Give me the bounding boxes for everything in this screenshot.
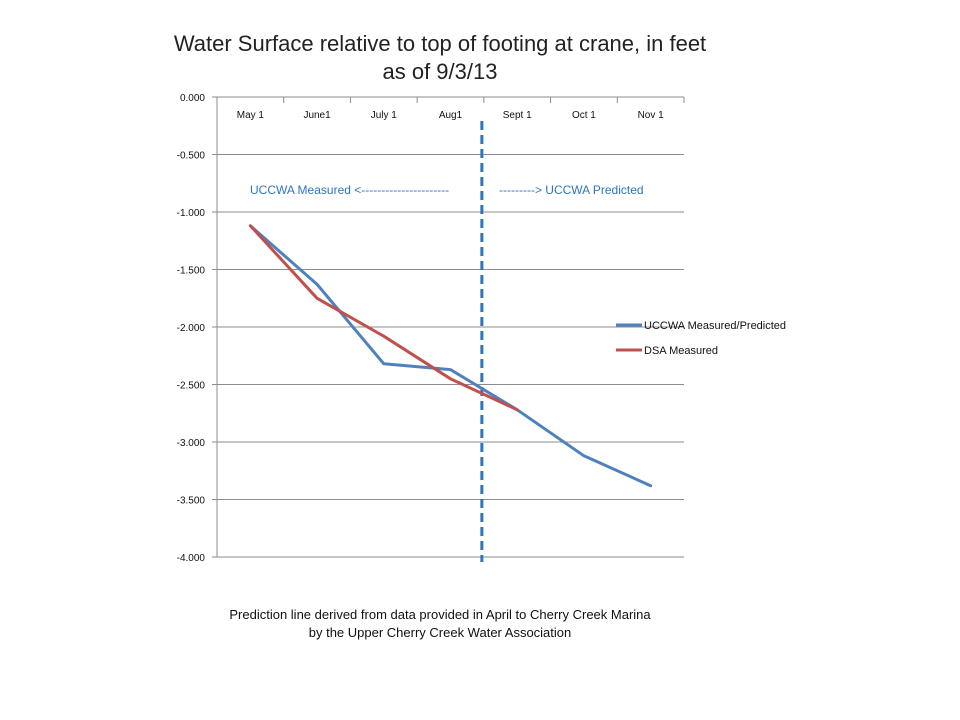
annotation-measured: UCCWA Measured <---------------------- bbox=[250, 183, 449, 197]
x-tick-label: Oct 1 bbox=[572, 110, 596, 121]
series-line-1 bbox=[248, 224, 519, 412]
y-tick-label: -3.000 bbox=[177, 438, 206, 449]
chart-title-line1: Water Surface relative to top of footing… bbox=[173, 31, 707, 56]
y-tick-label: 0.000 bbox=[180, 93, 205, 104]
series-line-0 bbox=[248, 224, 653, 488]
y-tick-label: -4.000 bbox=[177, 553, 206, 564]
chart-title-line2: as of 9/3/13 bbox=[382, 59, 498, 84]
chart-caption: Prediction line derived from data provid… bbox=[180, 606, 700, 642]
x-tick-label: June1 bbox=[303, 110, 331, 121]
legend: UCCWA Measured/Predicted DSA Measured bbox=[616, 320, 786, 357]
x-axis-ticks: May 1 June1 July 1 Aug1 Sept 1 Oct 1 Nov 1 bbox=[216, 97, 685, 121]
legend-label: DSA Measured bbox=[644, 345, 718, 357]
gridlines bbox=[217, 96, 684, 558]
annotation-predicted: ---------> UCCWA Predicted bbox=[499, 183, 644, 197]
y-tick-label: -0.500 bbox=[177, 151, 206, 162]
x-tick-label: Nov 1 bbox=[638, 110, 665, 121]
y-axis-ticks: 0.000 -0.500 -1.000 -1.500 -2.000 -2.500 -3.00… bbox=[177, 93, 217, 564]
y-tick-label: -2.500 bbox=[177, 381, 206, 392]
y-tick-label: -1.500 bbox=[177, 266, 206, 277]
chart-title: Water Surface relative to top of footing… bbox=[160, 30, 720, 86]
x-tick-label: Sept 1 bbox=[503, 110, 532, 121]
y-tick-label: -2.000 bbox=[177, 323, 206, 334]
caption-line1: Prediction line derived from data provid… bbox=[229, 607, 651, 622]
x-tick-label: July 1 bbox=[371, 110, 398, 121]
y-tick-label: -1.000 bbox=[177, 208, 206, 219]
x-tick-label: May 1 bbox=[237, 110, 265, 121]
legend-label: UCCWA Measured/Predicted bbox=[644, 320, 786, 332]
caption-line2: by the Upper Cherry Creek Water Associat… bbox=[308, 625, 572, 640]
y-tick-label: -3.500 bbox=[177, 496, 206, 507]
series-lines bbox=[248, 224, 653, 488]
x-tick-label: Aug1 bbox=[439, 110, 463, 121]
